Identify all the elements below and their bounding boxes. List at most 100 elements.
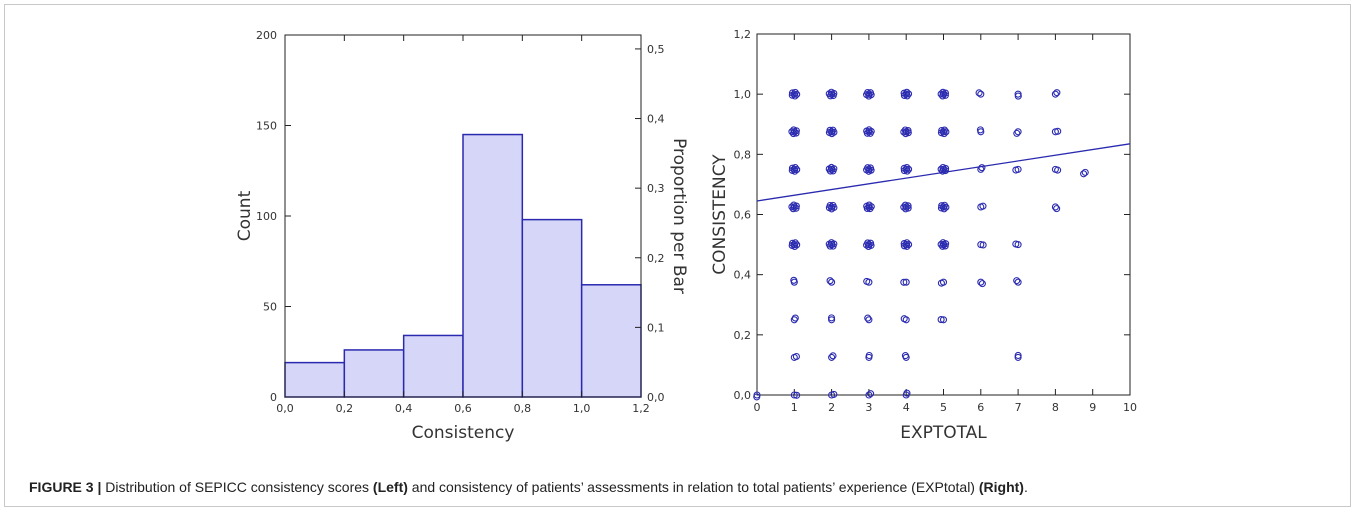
x-tick-label: 3 — [865, 401, 872, 414]
scatter-point — [904, 127, 912, 135]
y-right-tick-label: 0,5 — [647, 43, 665, 56]
scatter-point — [1014, 278, 1022, 286]
histogram-chart: 0,0 0,2 0,4 0,6 0,8 1,0 1,2 0 50 100 150 200 0,0 0,1 0… — [235, 29, 689, 443]
x-tick-label: 8 — [1052, 401, 1059, 414]
scatter-point — [793, 391, 801, 399]
scatter-point — [828, 278, 836, 286]
scatter-point — [830, 390, 838, 398]
scatter-point — [1053, 205, 1061, 213]
scatter-point — [791, 167, 799, 175]
scatter-point — [788, 128, 796, 136]
y-right-tick-label: 0,1 — [647, 321, 665, 334]
scatter-point — [902, 278, 910, 286]
scatter-point — [903, 163, 911, 172]
y-tick-label: 200 — [256, 29, 277, 42]
scatter-point — [829, 352, 837, 360]
scatter-point — [865, 316, 873, 324]
scatter-point — [793, 90, 801, 98]
scatter-point — [863, 277, 871, 285]
scatter-point — [900, 315, 908, 323]
caption-bold-left: (Left) — [372, 479, 408, 495]
scatter-point — [829, 242, 837, 250]
scatter-point — [826, 201, 834, 210]
scatter-point — [866, 205, 874, 213]
plot-frame — [756, 33, 1131, 396]
caption-text-2: and consistency of patients’ assessments… — [407, 479, 979, 495]
scatter-point — [826, 126, 834, 134]
scatter-point — [905, 240, 913, 249]
y-tick-label: 1,0 — [734, 88, 752, 101]
scatter-point — [940, 201, 949, 209]
scatter-chart: 0 1 2 3 4 5 6 7 8 9 10 0,0 0,2 0,4 0,6 0,8 1,0 1,2 EXPTOTA… — [710, 28, 1137, 443]
scatter-point — [1012, 240, 1020, 248]
x-tick-label: 1,0 — [573, 402, 591, 415]
scatter-point — [905, 165, 913, 173]
scatter-point — [830, 128, 838, 136]
x-tick-label: 0,0 — [276, 402, 294, 415]
y-tick-label: 0,4 — [734, 269, 752, 282]
scatter-point — [900, 278, 908, 286]
scatter-point — [905, 90, 913, 98]
scatter-point — [864, 242, 873, 251]
scatter-point — [979, 202, 987, 210]
scatter-point — [867, 127, 875, 135]
scatter-point — [864, 314, 872, 322]
scatter-point — [975, 89, 983, 97]
scatter-point — [978, 164, 986, 172]
scatter-point — [937, 279, 945, 287]
y-right-tick-label: 0,4 — [647, 113, 665, 126]
scatter-point — [938, 202, 946, 210]
scatter-point — [1051, 90, 1059, 98]
scatter-point — [1081, 168, 1089, 176]
scatter-point — [790, 276, 798, 284]
scatter-point — [829, 167, 837, 175]
scatter-point — [791, 164, 799, 172]
caption-label: FIGURE 3 | — [29, 479, 102, 495]
x-tick-label: 0,2 — [336, 402, 354, 415]
scatter-point — [903, 242, 911, 250]
scatter-point — [939, 316, 948, 324]
scatter-point — [942, 203, 950, 211]
x-tick-label: 5 — [940, 401, 947, 414]
scatter-point — [788, 89, 796, 97]
x-tick-label: 2 — [828, 401, 835, 414]
x-tick-label: 6 — [977, 401, 984, 414]
x-axis-label: EXPTOTAL — [900, 423, 987, 443]
x-tick-label: 0,4 — [395, 402, 413, 415]
scatter-point — [942, 128, 950, 136]
scatter-point — [901, 126, 909, 134]
scatter-point — [939, 88, 947, 96]
scatter-point — [793, 241, 801, 249]
scatter-point — [830, 89, 838, 97]
y-axis-label: CONSISTENCY — [710, 154, 730, 275]
histogram-bar — [580, 284, 642, 398]
figure-frame: 0,0 0,2 0,4 0,6 0,8 1,0 1,2 0 50 100 150 200 0,0 0,1 0… — [4, 4, 1351, 507]
scatter-point — [978, 280, 986, 288]
y-tick-label: 100 — [256, 210, 277, 223]
scatter-point — [866, 89, 875, 97]
scatter-point — [1054, 127, 1062, 135]
figure-caption: FIGURE 3 | Distribution of SEPICC consis… — [29, 479, 1339, 495]
caption-text-3: . — [1023, 479, 1028, 495]
scatter-point — [941, 242, 949, 250]
histogram-bar — [521, 218, 583, 398]
x-tick-label: 0 — [754, 401, 761, 414]
scatter-point — [1080, 170, 1088, 178]
scatter-point — [827, 314, 836, 322]
scatter-point — [900, 128, 908, 136]
scatter-point — [1051, 203, 1059, 211]
y-right-tick-label: 0,2 — [647, 252, 665, 265]
scatter-point — [865, 391, 873, 399]
scatter-point — [788, 203, 796, 211]
scatter-point — [792, 352, 800, 361]
scatter-point — [790, 391, 798, 399]
y-tick-label: 150 — [256, 120, 277, 133]
scatter-point — [865, 201, 873, 209]
scatter-point — [828, 205, 836, 213]
scatter-point — [937, 240, 945, 248]
y-right-tick-label: 0,3 — [647, 182, 665, 195]
x-tick-label: 9 — [1089, 401, 1096, 414]
y-tick-label: 50 — [263, 301, 277, 314]
scatter-point — [791, 314, 799, 322]
scatter-point — [1053, 89, 1061, 97]
